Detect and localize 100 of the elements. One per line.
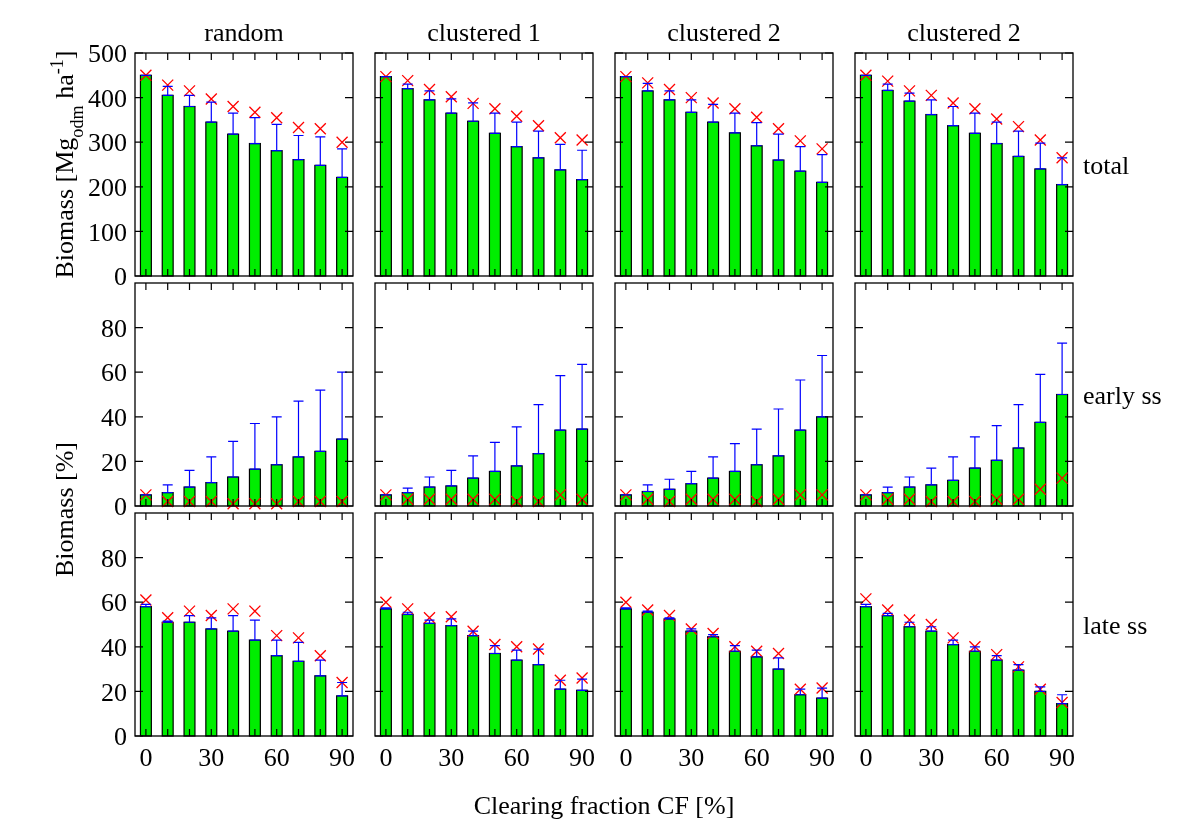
point — [510, 640, 523, 653]
point — [532, 119, 545, 132]
point — [270, 497, 283, 510]
point — [575, 671, 589, 685]
point — [205, 92, 218, 106]
y-tick-label: 40 — [101, 402, 127, 432]
chart-title: clustered 2 — [907, 18, 1021, 47]
point — [466, 625, 480, 638]
x-tick-label: 90 — [1049, 743, 1076, 772]
point — [641, 76, 654, 90]
point — [794, 134, 807, 148]
point — [270, 111, 283, 124]
point — [139, 593, 153, 607]
y-tick-label: 100 — [88, 217, 127, 247]
point — [575, 133, 589, 147]
point — [903, 84, 916, 98]
y-tick-label: 0 — [114, 492, 127, 522]
point — [270, 629, 283, 642]
x-tick-label: 0 — [619, 743, 633, 772]
point — [205, 609, 218, 622]
y2-axis-title: early ss — [1083, 380, 1162, 410]
y-tick-label: 80 — [101, 313, 127, 343]
x-tick-label: 90 — [809, 743, 836, 772]
point — [1012, 493, 1025, 506]
x-tick-label: 30 — [678, 743, 705, 772]
point — [445, 90, 458, 103]
point — [859, 488, 873, 501]
x-tick-label: 60 — [743, 743, 770, 772]
point — [1055, 151, 1069, 164]
point — [706, 96, 720, 110]
point — [946, 631, 960, 645]
point — [139, 488, 153, 501]
point — [488, 102, 502, 115]
point — [903, 613, 916, 627]
point — [815, 681, 829, 695]
point — [379, 596, 393, 609]
point — [728, 640, 742, 653]
x-axis-title: Clearing fraction CF [%] — [473, 791, 735, 820]
point — [510, 110, 523, 123]
y-tick-label: 200 — [88, 172, 127, 202]
y-tick-label: 40 — [101, 632, 127, 662]
point — [990, 493, 1003, 506]
point — [881, 603, 894, 617]
point — [314, 122, 327, 135]
point — [401, 602, 414, 616]
point — [728, 102, 742, 115]
y-tick-label: 0 — [114, 722, 127, 752]
point — [161, 78, 174, 92]
point — [292, 495, 305, 508]
y-tick-label: 0 — [114, 262, 127, 292]
point — [335, 676, 349, 689]
point — [445, 610, 458, 623]
point — [488, 638, 502, 651]
point — [685, 622, 698, 636]
point — [619, 596, 633, 609]
point — [925, 495, 938, 508]
point — [968, 102, 982, 115]
point — [1034, 133, 1047, 147]
point — [1055, 471, 1069, 485]
point — [815, 142, 829, 156]
y-tick-label: 60 — [101, 358, 127, 388]
point — [183, 495, 196, 508]
point — [423, 611, 436, 624]
x-tick-label: 0 — [379, 743, 393, 772]
point — [292, 121, 305, 134]
point — [685, 91, 698, 104]
point — [772, 647, 785, 660]
point — [226, 100, 240, 113]
x-tick-label: 90 — [329, 743, 356, 772]
point — [968, 495, 982, 508]
point — [205, 495, 218, 508]
point — [990, 648, 1003, 661]
point — [183, 604, 196, 618]
chart-title: clustered 2 — [667, 18, 781, 47]
point — [663, 83, 676, 96]
point — [248, 604, 262, 618]
x-tick-label: 0 — [859, 743, 873, 772]
point — [1012, 120, 1025, 133]
y-tick-label: 400 — [88, 83, 127, 113]
chart-title: clustered 1 — [427, 18, 541, 47]
chart-title: random — [204, 18, 284, 47]
point — [139, 69, 153, 82]
y-tick-label: 80 — [101, 543, 127, 573]
x-tick-label: 60 — [503, 743, 530, 772]
point — [772, 122, 785, 135]
point — [161, 611, 174, 624]
point — [925, 618, 938, 631]
point — [946, 96, 960, 110]
point — [423, 83, 436, 96]
x-tick-label: 30 — [438, 743, 465, 772]
point — [314, 495, 327, 508]
point — [292, 631, 305, 645]
x-tick-label: 60 — [263, 743, 290, 772]
point — [226, 602, 240, 616]
point — [794, 683, 807, 696]
y2-axis-title: late ss — [1083, 610, 1148, 640]
point — [925, 89, 938, 102]
point — [663, 609, 676, 622]
point — [881, 74, 894, 88]
point — [946, 495, 960, 508]
